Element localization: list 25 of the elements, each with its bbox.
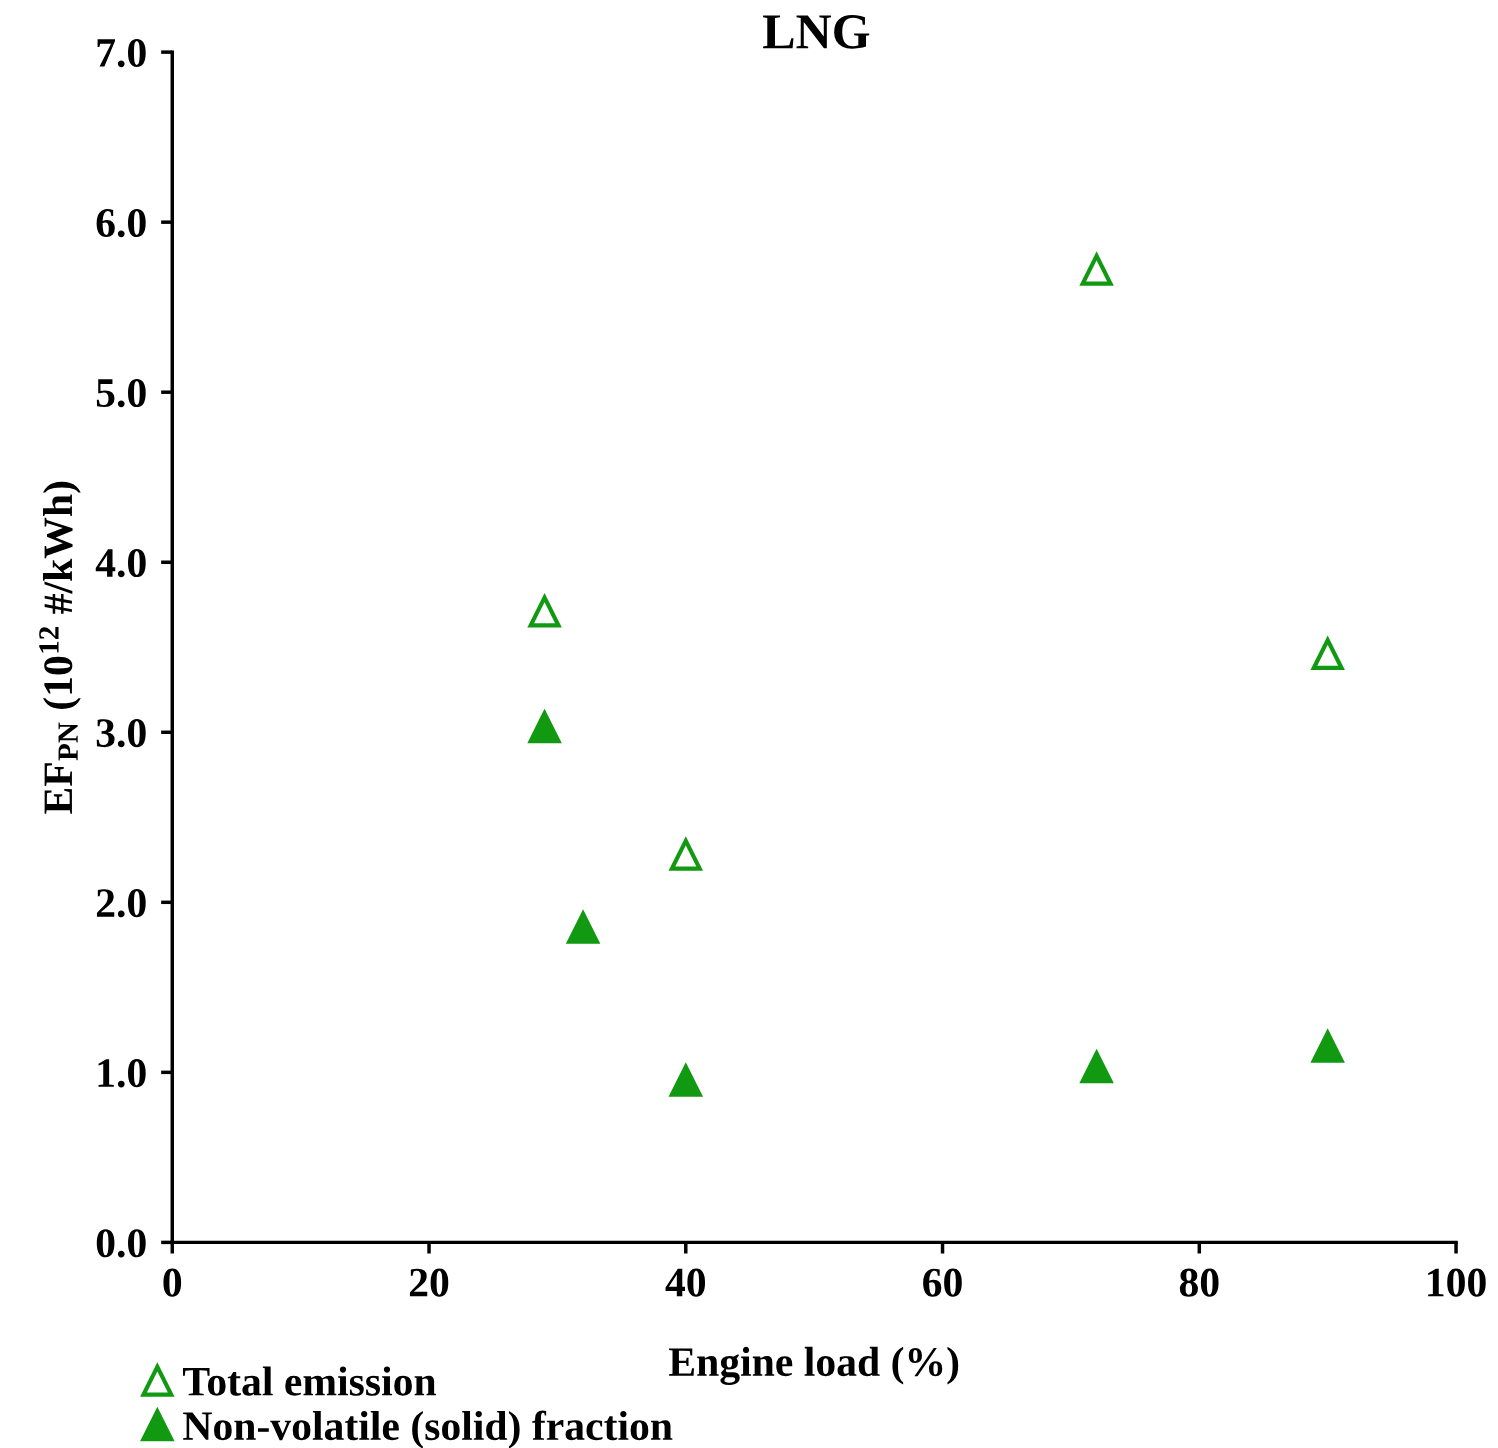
y-tick-label: 7.0 (97, 38, 146, 68)
point (668, 1062, 703, 1097)
x-tick-label: 100 (1428, 1268, 1486, 1297)
x-tick-label: 20 (409, 1268, 449, 1297)
point (527, 593, 562, 628)
point (1079, 251, 1114, 286)
y-tick-label: 0.0 (96, 1229, 146, 1258)
x-axis-title: Engine load (%) (669, 1346, 959, 1385)
y-tick-label: 3.0 (96, 719, 146, 748)
point (1310, 1028, 1345, 1063)
y-axis-title: EF$_{PN}$ (10$^{12}$ #/kWh) (39, 481, 81, 814)
y-tick-label: 1.0 (98, 1059, 146, 1088)
point (668, 836, 703, 871)
legend-label: Non-volatile (solid) fraction (183, 1410, 673, 1448)
x-tick-label: 60 (923, 1268, 962, 1297)
x-tick-label: 0 (163, 1268, 182, 1297)
x-tick-label: 40 (665, 1268, 706, 1297)
point (565, 909, 601, 944)
x-tick-label: 80 (1179, 1268, 1219, 1297)
chart-title: LNG (763, 15, 870, 49)
y-tick-label: 2.0 (96, 889, 146, 918)
legend-label: Total emission (182, 1366, 437, 1396)
y-tick-label: 5.0 (96, 378, 146, 408)
y-tick-label: 4.0 (95, 548, 146, 578)
y-tick-label: 6.0 (96, 208, 146, 238)
